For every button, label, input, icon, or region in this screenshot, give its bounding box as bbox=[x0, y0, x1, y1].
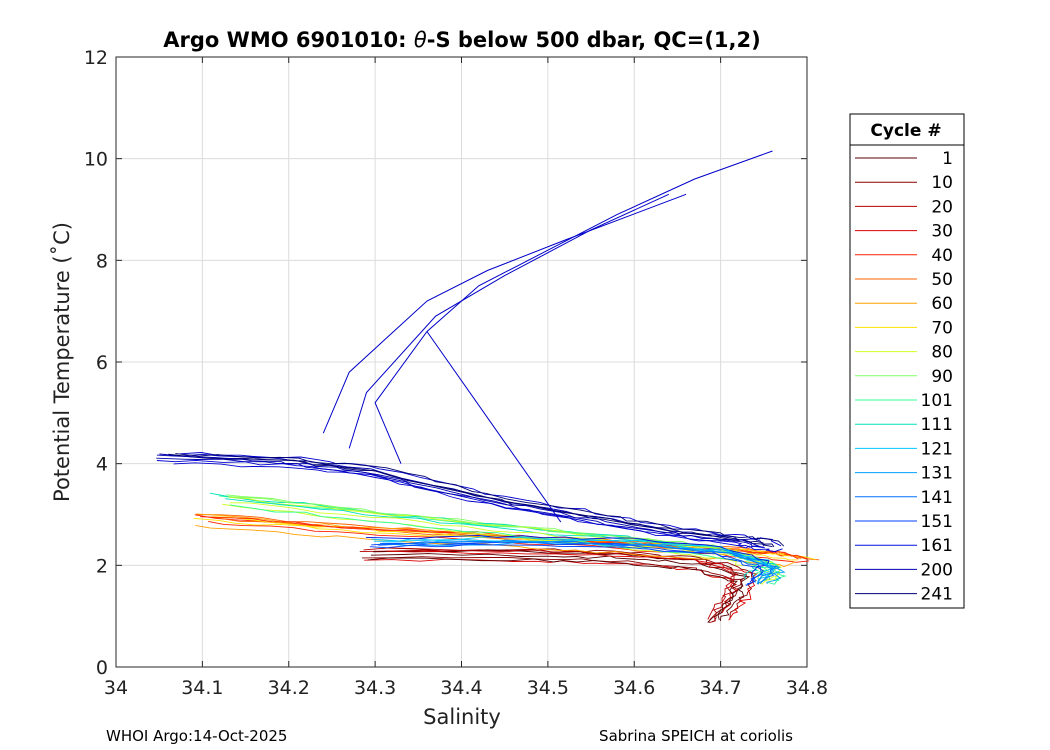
legend-label-70: 70 bbox=[931, 318, 953, 338]
profile-line-0-8 bbox=[367, 557, 738, 623]
legend-label-20: 20 bbox=[931, 197, 953, 217]
x-tick-label: 34.2 bbox=[268, 677, 310, 699]
legend-box bbox=[849, 113, 965, 609]
y-tick-label: 0 bbox=[96, 657, 108, 679]
footer-right: Sabrina SPEICH at coriolis bbox=[599, 727, 793, 745]
legend-label-60: 60 bbox=[931, 294, 953, 314]
profile-line-3-3 bbox=[371, 541, 763, 585]
legend-label-101: 101 bbox=[921, 391, 953, 411]
legend-label-151: 151 bbox=[921, 512, 953, 532]
profile-line-2-3 bbox=[209, 492, 770, 580]
legend-label-40: 40 bbox=[931, 246, 953, 266]
upper-profile-line-1 bbox=[348, 193, 670, 449]
profile-line-1-8 bbox=[200, 516, 809, 560]
y-tick-label: 2 bbox=[96, 555, 108, 577]
profile-line-0-0 bbox=[370, 553, 751, 622]
legend: Cycle # 1 10 20 30 40 50 60 70 80 90 101 111 121 131 1… bbox=[849, 113, 965, 609]
chart-title: Argo WMO 6901010: θ-S below 500 dbar, QC… bbox=[163, 28, 760, 52]
x-tick-label: 34 bbox=[104, 677, 128, 699]
axis-ticks: 34 34.1 34.2 34.3 34.4 34.5 34.6 34.7 34.8 0 2 4 6 8 1… bbox=[84, 47, 828, 699]
profile-line-4-7 bbox=[175, 453, 785, 547]
y-tick-label: 8 bbox=[96, 250, 108, 272]
footer-left: WHOI Argo:14-Oct-2025 bbox=[106, 727, 287, 745]
series-layer bbox=[156, 150, 820, 623]
profile-line-4-4 bbox=[173, 454, 775, 548]
legend-label-141: 141 bbox=[921, 488, 953, 508]
outlier-profile-line bbox=[426, 331, 562, 523]
legend-label-121: 121 bbox=[921, 439, 953, 459]
y-tick-label: 10 bbox=[84, 149, 108, 171]
profile-line-4-1 bbox=[168, 453, 773, 548]
chart-title-theta: θ bbox=[414, 28, 427, 52]
legend-label-80: 80 bbox=[931, 343, 953, 363]
legend-label-30: 30 bbox=[931, 222, 953, 242]
legend-label-10: 10 bbox=[931, 173, 953, 193]
legend-label-90: 90 bbox=[931, 367, 953, 387]
x-axis-label: Salinity bbox=[423, 705, 501, 729]
x-tick-label: 34.4 bbox=[440, 677, 482, 699]
x-tick-label: 34.5 bbox=[527, 677, 569, 699]
y-tick-label: 6 bbox=[96, 352, 108, 374]
upper-profile-line-2 bbox=[322, 193, 687, 434]
legend-title: Cycle # bbox=[870, 121, 941, 141]
profile-line-2-8 bbox=[229, 502, 781, 582]
y-tick-label: 4 bbox=[96, 454, 108, 476]
profile-line-1-6 bbox=[195, 524, 796, 568]
profile-line-3-8 bbox=[369, 543, 764, 587]
legend-label-161: 161 bbox=[921, 536, 953, 556]
profile-line-3-7 bbox=[378, 541, 774, 585]
profile-line-0-5 bbox=[361, 556, 743, 623]
chart-title-prefix: Argo WMO 6901010: bbox=[163, 28, 414, 52]
legend-label-131: 131 bbox=[921, 464, 953, 484]
x-tick-label: 34.8 bbox=[786, 677, 828, 699]
profile-line-2-6 bbox=[229, 504, 787, 585]
chart-title-suffix: -S below 500 dbar, QC=(1,2) bbox=[427, 28, 761, 52]
legend-label-200: 200 bbox=[921, 560, 953, 580]
y-tick-label: 12 bbox=[84, 47, 108, 69]
profile-line-4-8 bbox=[156, 459, 765, 549]
profile-line-0-7 bbox=[386, 550, 758, 621]
legend-label-241: 241 bbox=[921, 585, 953, 605]
x-tick-label: 34.6 bbox=[613, 677, 655, 699]
upper-profile-line-0 bbox=[374, 150, 773, 464]
profile-line-0-1 bbox=[388, 547, 757, 620]
x-tick-label: 34.1 bbox=[181, 677, 223, 699]
y-axis-label: Potential Temperature (˚C) bbox=[50, 222, 74, 502]
legend-label-50: 50 bbox=[931, 270, 953, 290]
legend-label-111: 111 bbox=[921, 415, 953, 435]
profile-line-4-5 bbox=[180, 452, 782, 547]
x-tick-label: 34.3 bbox=[354, 677, 396, 699]
legend-label-1: 1 bbox=[942, 149, 953, 169]
x-tick-label: 34.7 bbox=[699, 677, 741, 699]
profile-line-1-7 bbox=[212, 516, 816, 560]
